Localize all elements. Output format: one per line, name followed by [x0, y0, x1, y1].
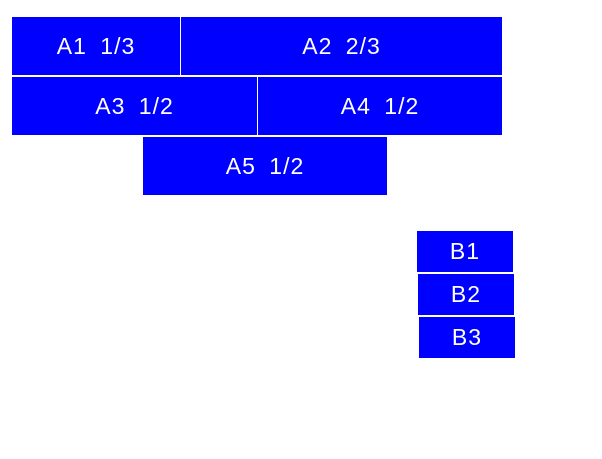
block-b3-label: B3: [451, 324, 483, 350]
block-a1[interactable]: A1 1/3: [12, 17, 180, 75]
block-a5[interactable]: A5 1/2: [143, 137, 387, 195]
block-a2-label: A2 2/3: [302, 32, 381, 59]
block-b2-label: B2: [450, 281, 482, 307]
block-b3[interactable]: B3: [419, 317, 515, 358]
block-b1-label: B1: [449, 238, 481, 264]
block-a3[interactable]: A3 1/2: [12, 77, 257, 135]
block-a5-label: A5 1/2: [225, 152, 305, 179]
block-b2[interactable]: B2: [418, 274, 514, 315]
block-a1-label: A1 1/3: [56, 32, 136, 59]
block-b1[interactable]: B1: [417, 231, 513, 272]
block-a4-label: A4 1/2: [340, 92, 420, 119]
block-a3-label: A3 1/2: [95, 92, 174, 119]
block-a4[interactable]: A4 1/2: [258, 77, 502, 135]
block-a2[interactable]: A2 2/3: [181, 17, 502, 75]
